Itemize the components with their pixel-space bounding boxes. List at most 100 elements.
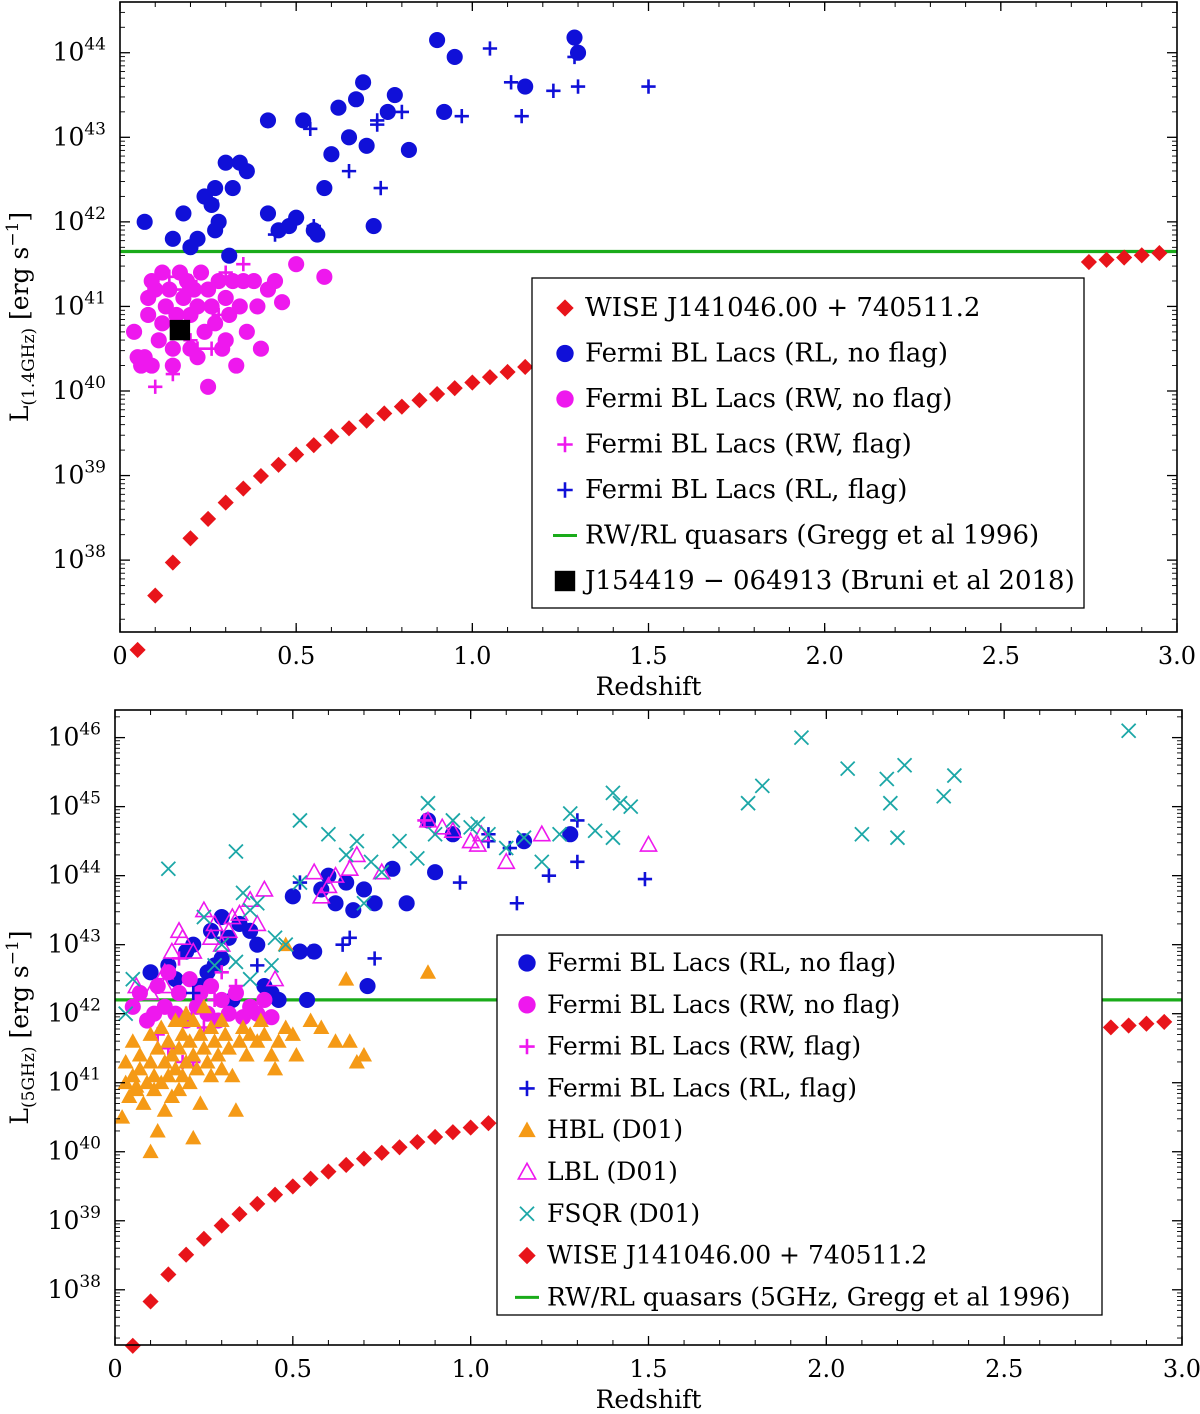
data-point — [185, 1047, 202, 1062]
data-point — [238, 323, 255, 340]
data-point — [503, 75, 519, 90]
data-point — [126, 976, 146, 994]
data-point — [373, 1144, 390, 1161]
data-point — [217, 494, 234, 511]
legend-marker — [556, 390, 574, 408]
x-tick-label: 2.5 — [982, 642, 1020, 670]
data-point — [570, 854, 585, 869]
data-point — [189, 298, 206, 315]
x-tick-label: 3.0 — [1158, 642, 1196, 670]
x-tick-label: 1.0 — [453, 642, 491, 670]
data-point — [207, 222, 224, 239]
x-axis-label: Redshift — [596, 1385, 702, 1414]
data-point — [452, 875, 468, 890]
data-point — [142, 1293, 159, 1310]
data-point — [372, 862, 392, 880]
data-point — [587, 823, 603, 839]
data-point — [386, 86, 403, 104]
data-point — [142, 1053, 159, 1069]
data-point — [936, 788, 952, 804]
data-point — [517, 358, 534, 376]
data-point — [259, 112, 277, 129]
data-point — [207, 315, 224, 332]
data-point — [242, 1026, 259, 1041]
data-point — [349, 833, 365, 849]
legend-marker — [518, 996, 536, 1014]
data-point — [266, 1186, 284, 1203]
y-tick-label: 1045 — [48, 789, 101, 821]
data-point — [288, 446, 305, 463]
data-point — [256, 1026, 273, 1041]
data-point — [345, 902, 362, 919]
legend-entry-wise-j141046-00-740511-2: WISE J141046.00 + 740511.2 — [547, 1241, 927, 1270]
data-point — [373, 180, 388, 196]
data-point — [793, 729, 810, 746]
data-point — [221, 247, 238, 264]
data-point — [263, 1009, 280, 1026]
data-point — [267, 227, 283, 242]
data-point — [1120, 1017, 1137, 1034]
legend: Fermi BL Lacs (RL, no flag) Fermi BL Lacs… — [496, 934, 1103, 1316]
data-point — [153, 1019, 170, 1034]
data-point — [181, 1074, 198, 1090]
data-point — [288, 256, 305, 273]
data-point — [176, 282, 191, 297]
data-point — [195, 1040, 212, 1055]
data-point — [393, 398, 410, 415]
data-point — [429, 31, 446, 49]
data-point — [173, 928, 192, 946]
data-point — [541, 868, 557, 883]
x-tick-label: 0 — [107, 1355, 122, 1383]
data-point — [274, 294, 291, 311]
data-point — [309, 226, 326, 243]
data-point — [142, 1143, 159, 1159]
data-point — [305, 437, 322, 454]
data-point — [231, 298, 248, 315]
data-point — [224, 1067, 241, 1083]
x-tick-label: 1.5 — [629, 642, 667, 670]
data-point — [227, 1102, 244, 1117]
data-point — [235, 480, 252, 497]
data-point — [219, 921, 239, 939]
data-point — [292, 874, 308, 891]
y-tick-label: 1040 — [53, 373, 106, 405]
data-point — [481, 369, 499, 386]
data-point — [168, 306, 185, 323]
data-point — [174, 1067, 191, 1083]
data-point — [446, 380, 463, 397]
data-point — [267, 930, 283, 946]
data-point — [1156, 1013, 1173, 1030]
series-fsqr-d01 — [118, 723, 1137, 1022]
data-point — [183, 941, 203, 959]
data-point — [203, 298, 220, 315]
data-point — [326, 865, 345, 883]
data-point — [291, 943, 309, 960]
legend-marker — [557, 482, 573, 498]
data-point — [292, 812, 308, 829]
data-point — [288, 1047, 305, 1062]
data-point — [367, 951, 382, 966]
data-point — [181, 1033, 198, 1048]
data-point — [185, 1012, 202, 1028]
data-point — [278, 937, 294, 953]
data-point — [502, 840, 517, 856]
data-point — [515, 833, 533, 850]
data-point — [202, 1067, 220, 1083]
data-point — [498, 840, 514, 856]
legend-marker — [554, 570, 576, 592]
data-point — [129, 641, 146, 658]
y-axis-label: L(5GHz) [erg s−1] — [3, 930, 39, 1124]
y-tick-label: 1038 — [48, 1272, 101, 1304]
data-point — [118, 1006, 134, 1022]
data-point — [114, 1109, 131, 1124]
data-point — [218, 265, 233, 280]
data-point — [366, 895, 383, 912]
data-point — [220, 1040, 237, 1055]
data-point — [124, 1337, 141, 1354]
data-point — [445, 812, 461, 829]
data-point — [160, 861, 176, 877]
data-point — [265, 969, 285, 987]
data-point — [231, 1206, 248, 1223]
legend-marker — [557, 436, 573, 453]
